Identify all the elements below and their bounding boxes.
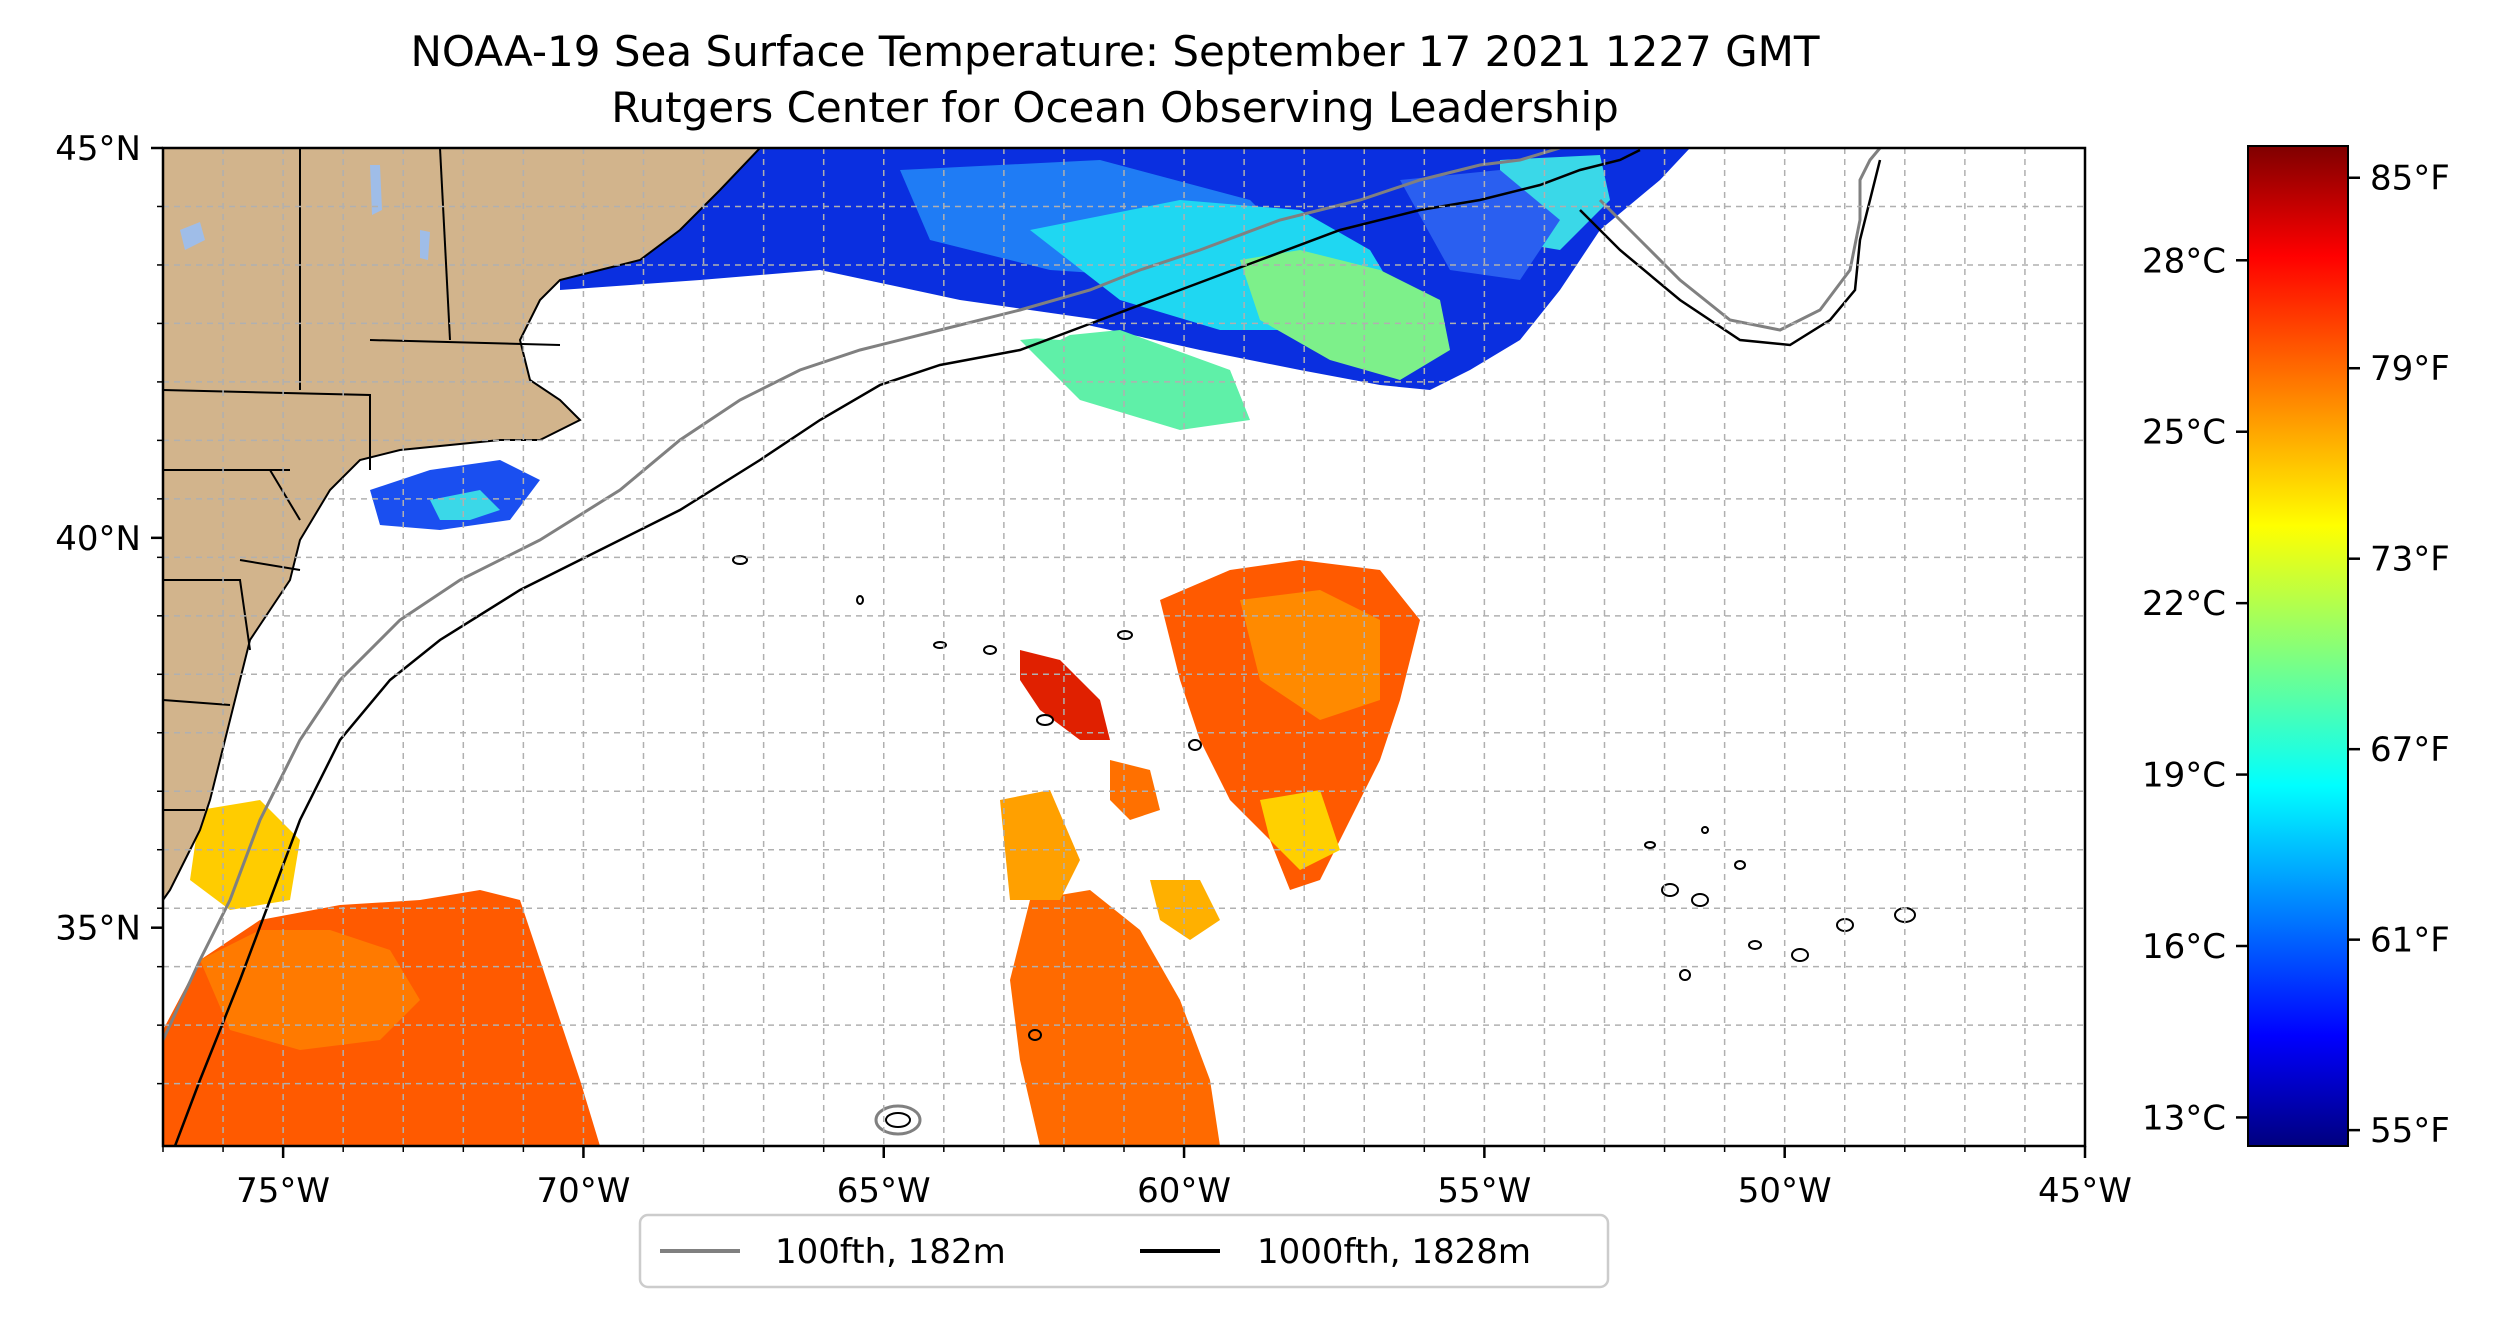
lakes xyxy=(180,165,430,260)
bermuda-contour xyxy=(874,1104,922,1136)
map-panel xyxy=(163,148,2085,1146)
fahrenheit-tick-label: 85°F xyxy=(2370,159,2450,199)
lat-tick-label: 45°N xyxy=(55,129,141,169)
lon-tick-label: 50°W xyxy=(1738,1171,1832,1211)
land xyxy=(163,148,762,902)
map-subtitle: Rutgers Center for Ocean Observing Leade… xyxy=(611,83,1619,132)
lon-tick-label: 65°W xyxy=(837,1171,931,1211)
celsius-tick-label: 22°C xyxy=(2142,584,2226,624)
legend-label-100fth: 100fth, 182m xyxy=(775,1232,1006,1272)
map-grid xyxy=(163,148,2085,1146)
lon-tick-label: 45°W xyxy=(2038,1171,2132,1211)
fahrenheit-tick-label: 73°F xyxy=(2370,540,2450,580)
celsius-tick-label: 16°C xyxy=(2142,927,2226,967)
lon-tick-label: 75°W xyxy=(236,1171,330,1211)
lat-tick-label: 40°N xyxy=(55,519,141,559)
lake xyxy=(370,165,382,215)
fahrenheit-tick-label: 67°F xyxy=(2370,730,2450,770)
isobath-100fth xyxy=(163,148,1561,1041)
colorbar-gradient xyxy=(2247,145,2349,1147)
colorbar-fahrenheit-axis: 85°F 79°F 73°F 67°F 61°F 55°F xyxy=(2348,159,2450,1151)
fahrenheit-tick-label: 79°F xyxy=(2370,349,2450,389)
latitude-axis: 45°N 40°N 35°N xyxy=(55,129,163,1085)
sst-warm-region xyxy=(163,560,1420,1146)
longitude-axis: 75°W 70°W 65°W 60°W 55°W 50°W 45°W xyxy=(162,1146,2132,1211)
celsius-tick-label: 25°C xyxy=(2142,413,2226,453)
lon-tick-label: 70°W xyxy=(536,1171,630,1211)
colorbar-celsius-axis: 28°C 25°C 22°C 19°C 16°C 13°C xyxy=(2142,241,2248,1138)
celsius-tick-label: 28°C xyxy=(2142,241,2226,281)
sst-cold-region xyxy=(170,148,1690,530)
state-borders xyxy=(163,148,561,811)
lon-tick-label: 55°W xyxy=(1437,1171,1531,1211)
celsius-tick-label: 13°C xyxy=(2142,1098,2226,1138)
isobath-100fth xyxy=(1598,148,1882,332)
lake xyxy=(420,230,430,260)
map-title: NOAA-19 Sea Surface Temperature: Septemb… xyxy=(410,27,1819,76)
colorbar: 28°C 25°C 22°C 19°C 16°C 13°C 85°F 79°F 73°F 67°… xyxy=(2142,145,2450,1151)
fahrenheit-tick-label: 55°F xyxy=(2370,1111,2450,1151)
lake xyxy=(180,222,205,250)
seamounts xyxy=(732,555,1916,1041)
lon-tick-label: 60°W xyxy=(1137,1171,1231,1211)
isobath-1000fth xyxy=(173,148,1641,1146)
legend-label-1000fth: 1000fth, 1828m xyxy=(1257,1232,1531,1272)
isobath-1000fth xyxy=(1579,159,1882,347)
fahrenheit-tick-label: 61°F xyxy=(2370,921,2450,961)
legend-box xyxy=(638,1213,1610,1289)
lat-tick-label: 35°N xyxy=(55,909,141,949)
legend: 100fth, 182m 1000fth, 1828m xyxy=(638,1213,1610,1289)
celsius-tick-label: 19°C xyxy=(2142,756,2226,796)
